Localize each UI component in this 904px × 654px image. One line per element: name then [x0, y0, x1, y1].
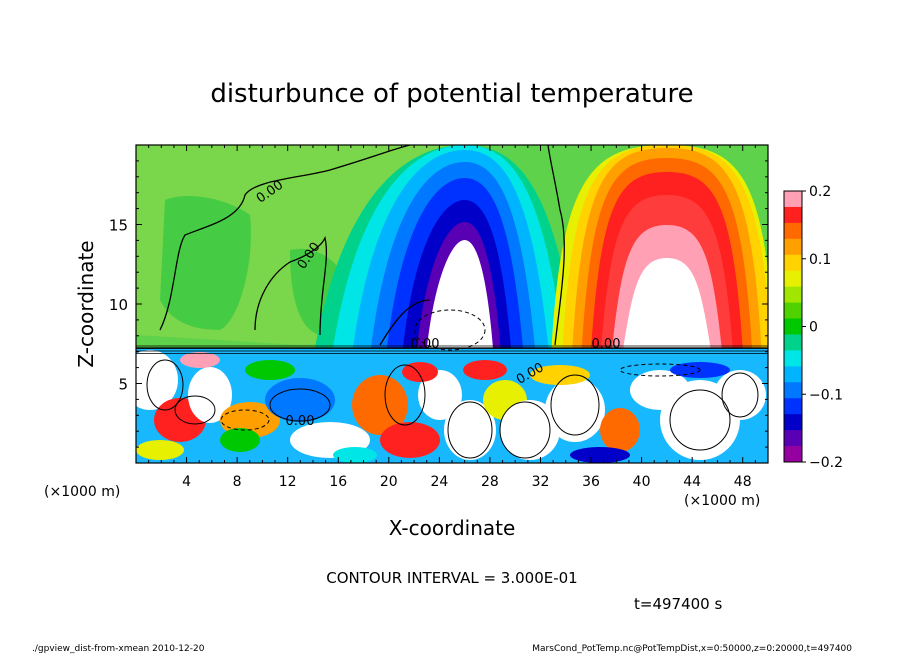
footer-left: ./gpview_dist-from-xmean 2010-12-20 [32, 644, 205, 654]
x-tick-label-1: 8 [233, 474, 242, 490]
x-tick-label-9: 40 [633, 474, 651, 490]
contour-dashed-0 [414, 309, 486, 351]
colorbar-swatch-16 [784, 446, 802, 463]
contour-loop-3 [384, 364, 426, 426]
x-tick-label-3: 16 [329, 474, 347, 490]
turbulent-blob-0 [136, 350, 178, 410]
contour-loop-1 [174, 395, 216, 425]
turbulent-blob-13 [545, 378, 605, 442]
chart-title: disturbunce of potential temperature [210, 79, 693, 109]
colorbar-swatch-7 [784, 302, 802, 320]
colorbar-swatch-11 [784, 366, 802, 383]
colorbar-swatch-12 [784, 382, 802, 399]
contour-line-0 [159, 145, 411, 331]
plot-area [136, 145, 768, 463]
contour-loop-7 [669, 389, 731, 451]
y-tick-label-1: 10 [109, 296, 128, 314]
field-band [160, 195, 251, 330]
x-unit-left: (×1000 m) [44, 484, 120, 500]
colorbar: 0.2 0.1 0 −0.1 −0.2 [783, 184, 843, 471]
turbulent-blob-14 [600, 408, 640, 452]
contour-label-2: 0.00 [411, 337, 440, 352]
x-axis: 4 8 12 16 20 24 28 32 36 40 44 48 [148, 145, 756, 490]
colorbar-swatch-5 [784, 270, 802, 288]
footer-right: MarsCond_PotTemp.nc@PotTempDist,x=0:5000… [532, 644, 852, 654]
colorbar-swatch-13 [784, 398, 802, 415]
turbulent-blob-10 [444, 400, 496, 460]
positive-anomaly-shell-7 [622, 258, 711, 350]
turbulent-blob-18 [136, 440, 184, 460]
contour-loop-6 [550, 374, 600, 436]
x-tick-label-7: 32 [532, 474, 550, 490]
contour-dashed-1 [619, 363, 701, 377]
colorbar-swatch-10 [784, 350, 802, 367]
colorbar-label-2: 0 [809, 320, 818, 336]
contour-label-3: 0.00 [592, 337, 621, 352]
y-tick-label-0: 5 [118, 376, 128, 394]
x-tick-label-6: 28 [481, 474, 499, 490]
contour-loop-2 [269, 388, 331, 422]
turbulent-blob-9 [418, 370, 462, 420]
turbulent-blob-4 [220, 428, 260, 452]
turbulent-blob-2 [188, 367, 232, 423]
colorbar-swatch-2 [784, 222, 802, 240]
colorbar-swatch-15 [784, 430, 802, 447]
contour-layer [136, 145, 768, 459]
turbulent-blob-19 [333, 447, 377, 463]
x-tick-label-8: 36 [582, 474, 600, 490]
contour-line-3 [379, 299, 431, 346]
y-axis: 5 10 15 [109, 160, 768, 448]
colorbar-swatch-1 [784, 206, 802, 224]
colorbar-swatch-8 [784, 318, 802, 335]
colorbar-label-1: 0.1 [809, 252, 831, 268]
x-unit-right: (×1000 m) [684, 493, 760, 509]
contour-interval: CONTOUR INTERVAL = 3.000E-01 [326, 569, 577, 587]
contour-loop-0 [146, 359, 184, 411]
time-label: t=497400 s [634, 595, 722, 613]
turbulent-blob-25 [180, 352, 220, 368]
x-tick-label-5: 24 [430, 474, 448, 490]
contour-line-2 [547, 145, 565, 346]
turbulent-blob-8 [380, 422, 440, 458]
y-tick-label-2: 15 [109, 217, 128, 235]
turbulent-blob-22 [530, 365, 590, 385]
x-tick-label-2: 12 [279, 474, 297, 490]
turbulent-blob-26 [402, 362, 438, 382]
turbulent-blob-12 [500, 400, 560, 460]
turbulent-blob-5 [265, 378, 335, 422]
x-axis-label: X-coordinate [389, 516, 516, 540]
turbulent-blob-20 [570, 447, 630, 463]
colorbar-swatch-0 [784, 191, 802, 208]
colorbar-swatch-14 [784, 414, 802, 431]
contour-loop-8 [721, 372, 759, 418]
colorbar-label-4: −0.2 [809, 455, 843, 471]
contour-loop-4 [447, 401, 493, 459]
colorbar-swatch-3 [784, 238, 802, 256]
contour-label-5: 0.00 [286, 414, 315, 429]
colorbar-label-3: −0.1 [809, 387, 843, 403]
negative-anomaly-shell-7 [426, 240, 494, 350]
y-axis-label: Z-coordinate [74, 240, 98, 367]
turbulent-blob-21 [463, 360, 507, 380]
x-tick-label-0: 4 [182, 474, 191, 490]
contour-loop-5 [499, 401, 551, 459]
colorbar-swatch-9 [784, 334, 802, 351]
colorbar-swatch-4 [784, 254, 802, 272]
x-tick-label-10: 44 [683, 474, 701, 490]
contour-line-1 [254, 235, 328, 336]
x-tick-label-4: 20 [380, 474, 398, 490]
turbulent-blob-23 [245, 360, 295, 380]
colorbar-swatch-6 [784, 286, 802, 304]
x-tick-label-11: 48 [734, 474, 752, 490]
contour-dashed-2 [220, 409, 270, 431]
colorbar-label-0: 0.2 [809, 184, 831, 200]
